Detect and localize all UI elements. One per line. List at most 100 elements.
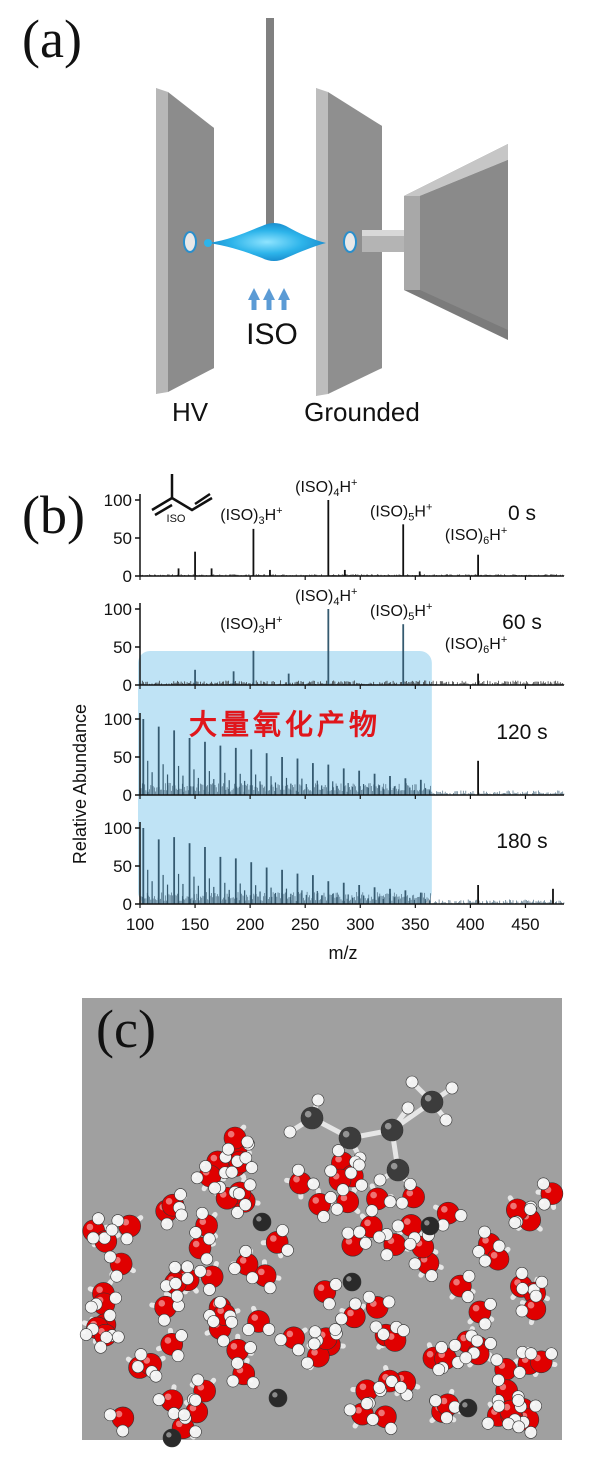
hydrogen-atom (353, 1225, 366, 1239)
hydrogen-atom (120, 1232, 134, 1246)
panel-a-label: (a) (22, 9, 82, 69)
hydrogen-atom-highlight (334, 1146, 339, 1151)
hydrogen-atom-highlight (193, 1376, 198, 1380)
time-label: 180 s (496, 830, 547, 853)
hydrogen-atom (478, 1254, 492, 1268)
hydrogen-atom-highlight (465, 1272, 469, 1276)
hydrogen-atom-highlight (531, 1402, 536, 1406)
hydrogen-atom-highlight (173, 1292, 177, 1296)
hydrogen-atom (461, 1290, 475, 1303)
hydrogen-atom-highlight (246, 1180, 250, 1185)
oxygen-atom-highlight (370, 1191, 377, 1199)
hydrogen-atom-highlight (387, 1424, 391, 1429)
peak-annotation: (ISO)3H+ (220, 614, 282, 636)
hydrogen-atom (311, 1093, 325, 1107)
hydrogen-atom (157, 1313, 171, 1327)
carbon-atom-highlight (390, 1162, 398, 1170)
hydrogen-atom-highlight (205, 1285, 210, 1290)
hydrogen-atom-highlight (464, 1292, 468, 1297)
hydrogen-atom (535, 1275, 549, 1289)
hydrogen-atom (425, 1269, 438, 1282)
hydrogen-atom (292, 1343, 305, 1357)
hydrogen-atom-highlight (191, 1228, 196, 1233)
hydrogen-atom-highlight (147, 1367, 152, 1372)
hydrogen-atom-highlight (442, 1413, 447, 1418)
hydrogen-atom-highlight (294, 1345, 299, 1350)
hydrogen-atom-highlight (406, 1180, 410, 1185)
oxygen-atom-highlight (239, 1257, 247, 1264)
hydrogen-atom-highlight (198, 1209, 202, 1213)
oxygen-atom-highlight (192, 1240, 200, 1248)
hydrogen-atom-highlight (457, 1211, 461, 1216)
oxygen-atom-highlight (426, 1350, 434, 1358)
hydrogen-atom-highlight (108, 1226, 112, 1230)
hydrogen-atom-highlight (408, 1078, 412, 1082)
hydrogen-atom (385, 1374, 399, 1388)
hydrogen-atom (373, 1173, 387, 1187)
carbon-atom (300, 1106, 324, 1130)
hydrogen-atom (324, 1191, 337, 1204)
hydrogen-atom (307, 1177, 320, 1191)
iso-label: ISO (246, 318, 298, 351)
y-tick-label: 0 (123, 786, 132, 805)
hydrogen-atom-highlight (367, 1206, 372, 1211)
hydrogen-atom (515, 1304, 529, 1318)
hydrogen-atom-highlight (175, 1203, 179, 1208)
hydrogen-atom (330, 1202, 344, 1216)
hydrogen-atom (79, 1328, 93, 1341)
hv-label: HV (172, 397, 209, 427)
carbon-atom-highlight (424, 1220, 430, 1226)
hydrogen-atom (274, 1333, 288, 1346)
hydrogen-atom-highlight (474, 1247, 479, 1252)
hydrogen-atom (524, 1347, 538, 1360)
hydrogen-atom (175, 1208, 188, 1222)
hydrogen-atom (111, 1214, 125, 1227)
oxygen-atom-highlight (378, 1409, 385, 1417)
oxygen-atom-highlight (164, 1393, 172, 1401)
hydrogen-atom-highlight (518, 1269, 522, 1274)
y-tick-label: 50 (113, 638, 132, 657)
hydrogen-atom-highlight (494, 1396, 498, 1401)
hydrogen-atom-highlight (427, 1271, 432, 1276)
hydrogen-atom (341, 1226, 355, 1240)
hv-electrode (156, 88, 214, 394)
iso-flow-arrows (248, 288, 290, 310)
y-tick-label: 0 (123, 895, 132, 914)
hydrogen-atom-highlight (392, 1323, 397, 1328)
time-label: 0 s (508, 502, 536, 525)
hydrogen-atom (401, 1101, 415, 1115)
hydrogen-atom-highlight (248, 1273, 253, 1278)
hydrogen-atom (239, 1245, 252, 1258)
hydrogen-atom-highlight (191, 1427, 196, 1432)
hydrogen-atom-highlight (82, 1330, 86, 1335)
hydrogen-atom-highlight (396, 1383, 401, 1388)
hydrogen-atom-highlight (133, 1362, 138, 1367)
hydrogen-atom (177, 1408, 191, 1422)
hydrogen-atom (103, 1408, 117, 1422)
hydrogen-atom-highlight (209, 1317, 214, 1322)
peak-annotation: (ISO)4H+ (295, 477, 357, 499)
hydrogen-atom-highlight (470, 1349, 474, 1353)
hydrogen-atom (435, 1341, 448, 1354)
hydrogen-atom (283, 1125, 297, 1139)
hydrogen-atom-highlight (183, 1262, 188, 1267)
hydrogen-atom-highlight (344, 1229, 348, 1233)
oxygen-atom-highlight (270, 1235, 277, 1242)
carbon-atom-highlight (346, 1276, 352, 1282)
y-tick-label: 50 (113, 748, 132, 767)
peak-annotation: (ISO)6H+ (445, 634, 507, 656)
hydrogen-atom (323, 1297, 336, 1311)
hydrogen-atom (362, 1290, 376, 1304)
hydrogen-atom-highlight (518, 1307, 522, 1311)
hydrogen-atom-highlight (162, 1281, 167, 1286)
md-simulation-snapshot (79, 998, 564, 1448)
hydrogen-atom-highlight (160, 1316, 164, 1320)
hydrogen-atom-highlight (88, 1325, 93, 1329)
hydrogen-atom (454, 1209, 468, 1222)
hydrogen-atom-highlight (233, 1359, 238, 1363)
hydrogen-atom-highlight (196, 1267, 201, 1271)
hydrogen-atom (190, 1171, 204, 1185)
oxygen-atom-highlight (210, 1154, 218, 1162)
hydrogen-atom (85, 1300, 98, 1314)
oxygen-atom-highlight (293, 1175, 300, 1183)
